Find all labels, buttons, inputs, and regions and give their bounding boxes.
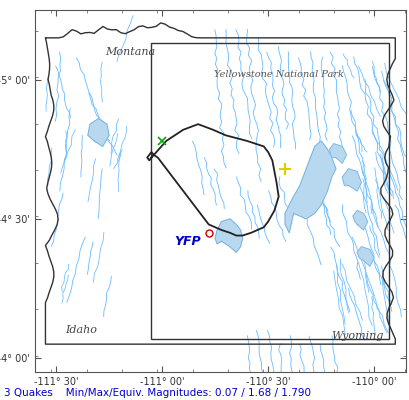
Text: Yellowstone National Park: Yellowstone National Park bbox=[213, 70, 343, 78]
Polygon shape bbox=[284, 141, 335, 233]
Text: Idaho: Idaho bbox=[65, 325, 97, 335]
Polygon shape bbox=[356, 247, 373, 266]
Bar bbox=[151, 44, 388, 338]
Text: Montana: Montana bbox=[105, 47, 155, 57]
Polygon shape bbox=[352, 210, 367, 230]
Polygon shape bbox=[329, 144, 346, 163]
Polygon shape bbox=[215, 219, 242, 252]
Polygon shape bbox=[88, 118, 109, 146]
Text: Wyoming: Wyoming bbox=[330, 331, 382, 341]
Polygon shape bbox=[342, 169, 360, 191]
Text: 3 Quakes    Min/Max/Equiv. Magnitudes: 0.07 / 1.68 / 1.790: 3 Quakes Min/Max/Equiv. Magnitudes: 0.07… bbox=[4, 388, 310, 398]
Text: YFP: YFP bbox=[174, 235, 200, 248]
